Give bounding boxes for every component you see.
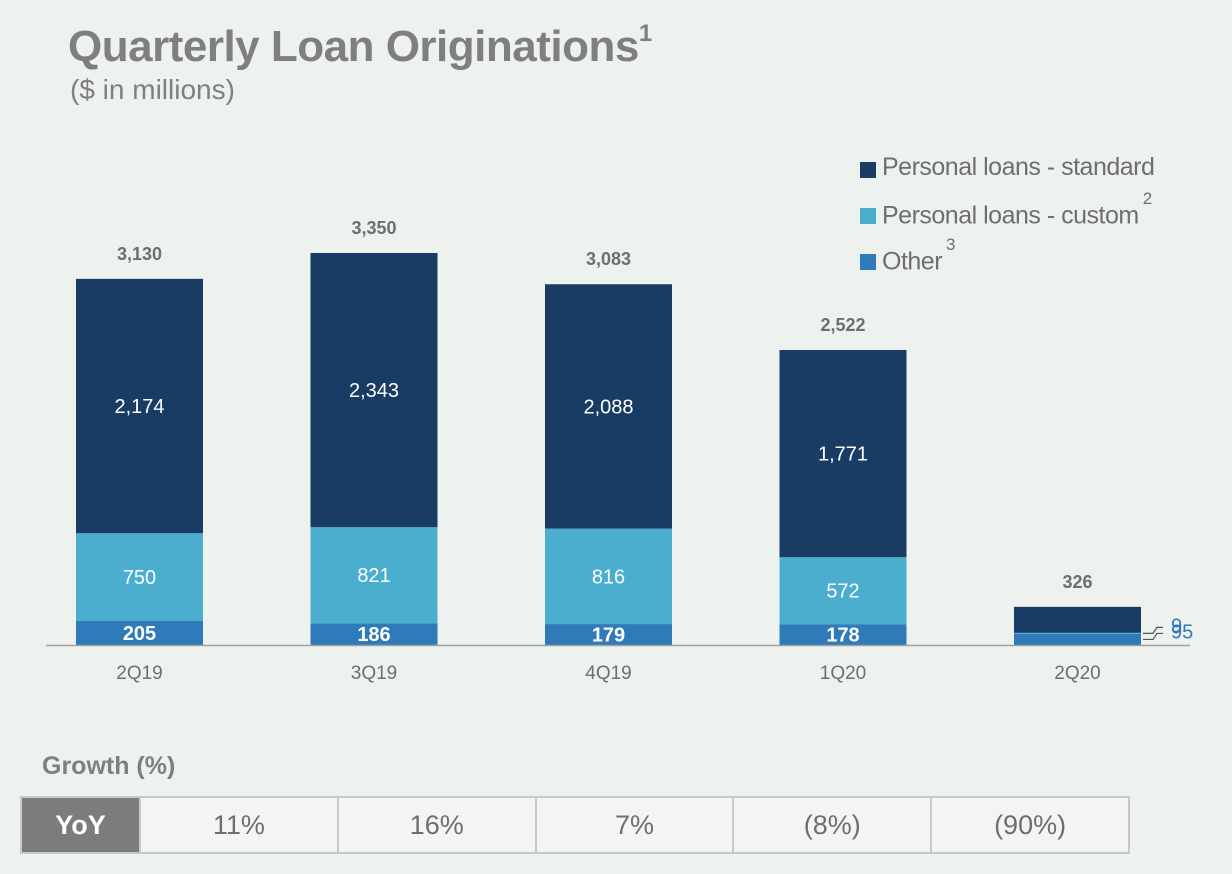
bar-segment-standard xyxy=(779,350,907,558)
x-tick-label: 3Q19 xyxy=(351,663,397,684)
data-label-other: 179 xyxy=(592,625,625,647)
bar-segment-other xyxy=(310,623,438,645)
data-label-standard: 2,174 xyxy=(114,396,164,418)
bar-segment-custom xyxy=(779,557,907,625)
callout-line xyxy=(1143,626,1163,634)
data-label-custom: 750 xyxy=(123,567,156,589)
bar-segment-other xyxy=(545,624,672,645)
data-label-other: 178 xyxy=(826,625,859,647)
legend-label-text: Other xyxy=(882,247,943,276)
data-label-standard: 2,088 xyxy=(583,396,633,418)
growth-cell: 16% xyxy=(336,798,535,852)
legend-footnote: 3 xyxy=(946,235,955,254)
stacked-bar-chart: 205 750 2,174 3,130 2Q19 186 821 2,343 3,350 3Q19… xyxy=(46,218,1193,684)
total-label: 3,083 xyxy=(586,249,631,269)
legend-item: Personal loans - custom2 xyxy=(860,189,1200,244)
growth-row-label: YoY xyxy=(22,798,139,852)
growth-cell: 7% xyxy=(534,798,733,852)
data-label-custom: 572 xyxy=(826,581,859,603)
bar-segment-standard xyxy=(545,284,672,529)
bar-segment-custom xyxy=(1014,632,1141,634)
total-label: 3,350 xyxy=(351,218,396,238)
bar-segment-custom xyxy=(76,533,203,622)
legend-item: Other3 xyxy=(860,235,1200,290)
bar-segment-other xyxy=(1014,633,1141,645)
legend-label: Personal loans - custom2 xyxy=(882,189,1152,230)
bar-segment-other xyxy=(779,624,907,645)
bar-segment-standard xyxy=(1014,606,1141,633)
legend-swatch xyxy=(860,254,876,270)
data-label-custom: 9 xyxy=(1171,615,1182,637)
x-tick-label: 2Q19 xyxy=(116,663,162,684)
legend-label-text: Personal loans - custom xyxy=(882,201,1139,230)
legend-label: Other3 xyxy=(882,235,955,276)
data-label-standard: 2,343 xyxy=(349,380,399,402)
chart-title-text: Quarterly Loan Originations xyxy=(68,22,639,71)
growth-cell: 11% xyxy=(139,798,337,852)
legend-label-text: Personal loans - standard xyxy=(882,153,1155,181)
chart-title: Quarterly Loan Originations1 xyxy=(68,20,652,72)
data-label-other: 205 xyxy=(123,623,156,645)
data-label-custom: 816 xyxy=(592,566,625,588)
legend-item: Personal loans - standard xyxy=(860,152,1200,198)
x-tick-label: 4Q19 xyxy=(585,663,631,684)
chart-legend: Personal loans - standard Personal loans … xyxy=(860,152,1200,290)
growth-title: Growth (%) xyxy=(42,752,176,780)
bar-segment-custom xyxy=(310,527,438,624)
total-label: 3,130 xyxy=(117,244,162,264)
legend-swatch xyxy=(860,162,876,178)
bar-segment-other xyxy=(76,621,203,645)
growth-table: YoY 11% 16% 7% (8%) (90%) xyxy=(20,796,1130,854)
bar-segment-standard xyxy=(310,253,438,528)
data-label-other: 186 xyxy=(357,624,390,646)
chart-subtitle: ($ in millions) xyxy=(70,74,235,105)
bar-segment-custom xyxy=(545,528,672,625)
data-label-custom: 821 xyxy=(357,565,390,587)
data-label-standard: 1,771 xyxy=(818,444,868,466)
legend-swatch xyxy=(860,208,876,224)
growth-cell: (90%) xyxy=(930,798,1128,852)
x-tick-label: 2Q20 xyxy=(1054,663,1100,684)
title-footnote: 1 xyxy=(638,20,652,48)
data-label-other: 95 xyxy=(1171,621,1193,643)
x-tick-label: 1Q20 xyxy=(820,663,866,684)
legend-footnote: 2 xyxy=(1142,189,1152,208)
total-label: 2,522 xyxy=(820,315,865,335)
bar-segment-standard xyxy=(76,278,203,534)
legend-label: Personal loans - standard xyxy=(882,153,1155,182)
callout-line xyxy=(1143,632,1163,641)
growth-cell: (8%) xyxy=(732,798,930,852)
total-label: 326 xyxy=(1062,572,1092,592)
